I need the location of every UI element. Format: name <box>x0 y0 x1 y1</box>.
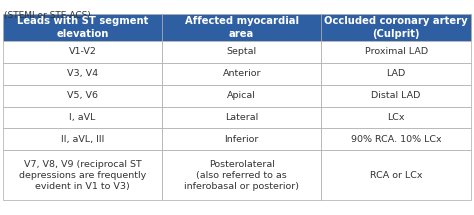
Bar <box>3 150 162 200</box>
Bar <box>321 41 471 63</box>
Bar <box>162 41 321 63</box>
Bar <box>162 84 321 106</box>
Bar <box>162 106 321 128</box>
Bar <box>321 84 471 106</box>
Text: Leads with ST segment
elevation: Leads with ST segment elevation <box>17 16 148 38</box>
Text: LAD: LAD <box>386 69 406 78</box>
Bar <box>321 128 471 150</box>
Text: II, aVL, III: II, aVL, III <box>61 135 104 144</box>
Bar <box>162 128 321 150</box>
Text: RCA or LCx: RCA or LCx <box>370 171 422 180</box>
Bar <box>3 14 162 41</box>
Text: Apical: Apical <box>227 91 256 100</box>
Text: 90% RCA. 10% LCx: 90% RCA. 10% LCx <box>351 135 441 144</box>
Text: Distal LAD: Distal LAD <box>372 91 421 100</box>
Bar <box>321 106 471 128</box>
Bar <box>3 84 162 106</box>
Text: V7, V8, V9 (reciprocal ST
depressions are frequently
evident in V1 to V3): V7, V8, V9 (reciprocal ST depressions ar… <box>19 160 146 191</box>
Text: LCx: LCx <box>387 113 405 122</box>
Bar <box>3 106 162 128</box>
Bar <box>3 41 162 63</box>
Text: Lateral: Lateral <box>225 113 258 122</box>
Text: Affected myocardial
area: Affected myocardial area <box>185 16 299 38</box>
Text: Inferior: Inferior <box>225 135 259 144</box>
Bar <box>162 14 321 41</box>
Text: Proximal LAD: Proximal LAD <box>365 47 428 56</box>
Bar <box>162 150 321 200</box>
Text: Posterolateral
(also referred to as
inferobasal or posterior): Posterolateral (also referred to as infe… <box>184 160 299 191</box>
Text: I, aVL: I, aVL <box>69 113 96 122</box>
Text: Occluded coronary artery
(Culprit): Occluded coronary artery (Culprit) <box>324 16 468 38</box>
Text: V1-V2: V1-V2 <box>69 47 97 56</box>
Bar <box>321 150 471 200</box>
Bar <box>162 63 321 84</box>
Text: (STEMI or STE-ACS).: (STEMI or STE-ACS). <box>4 11 94 20</box>
Bar <box>321 63 471 84</box>
Bar <box>3 63 162 84</box>
Text: V3, V4: V3, V4 <box>67 69 98 78</box>
Text: V5, V6: V5, V6 <box>67 91 98 100</box>
Text: Septal: Septal <box>227 47 257 56</box>
Bar <box>3 128 162 150</box>
Text: Anterior: Anterior <box>222 69 261 78</box>
Bar <box>321 14 471 41</box>
